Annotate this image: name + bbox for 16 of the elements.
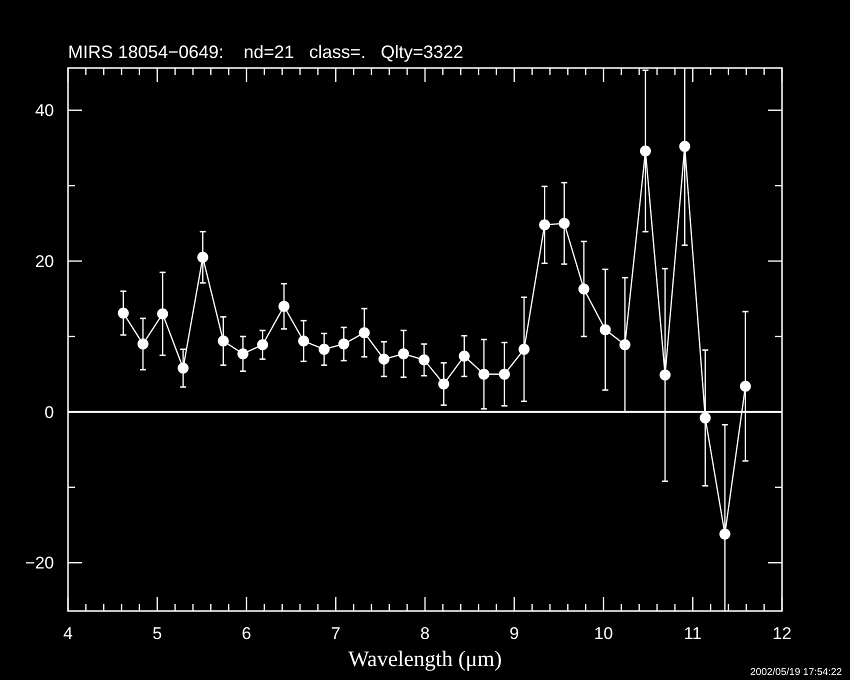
x-tick-label: 12 [772,624,792,643]
y-tick-label: 20 [35,252,54,272]
y-tick-label: 40 [35,101,54,120]
x-tick-label: 5 [152,624,162,643]
x-tick-label: 10 [594,624,613,643]
x-axis-title: Wavelength (μm) [348,646,502,671]
y-tick-label: 0 [44,402,54,422]
x-tick-label: 6 [242,624,252,643]
x-tick-label: 11 [684,624,702,643]
x-tick-label: 8 [420,624,430,643]
x-tick-label: 4 [63,624,73,643]
x-tick-label: 7 [331,624,340,643]
chart-title: MIRS 18054−0649: nd=21 class=. Qlty=3322 [68,42,464,62]
y-tick-label: −20 [25,554,54,573]
x-tick-label: 9 [510,624,519,643]
text: 2002/05/19 17:54:22 [750,667,842,678]
